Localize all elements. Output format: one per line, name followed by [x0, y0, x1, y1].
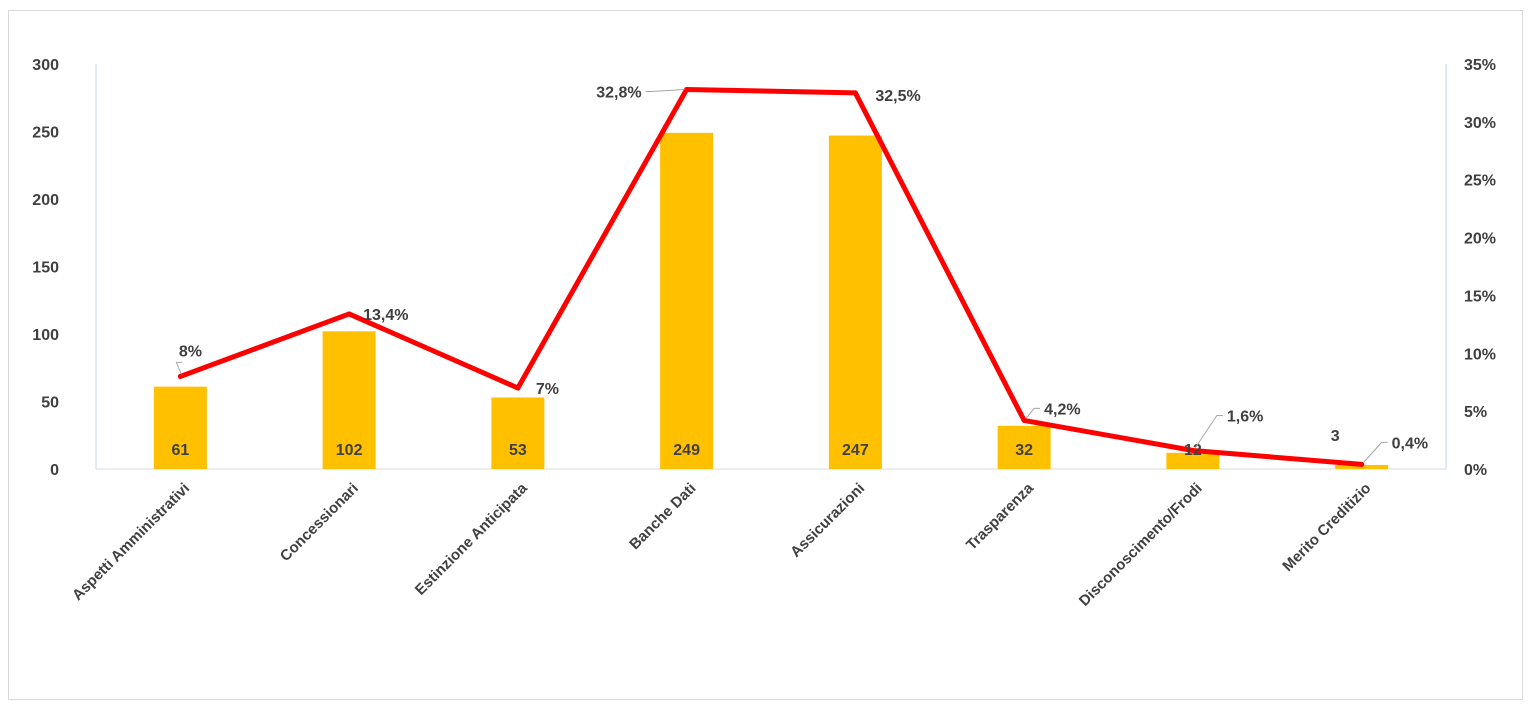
y-left-tick-label: 150	[32, 260, 59, 277]
line-percent-label: 0,4%	[1392, 435, 1428, 452]
line-percent-label: 4,2%	[1044, 401, 1080, 418]
line-percent-label: 7%	[536, 381, 559, 398]
y-left-tick-label: 0	[50, 462, 59, 479]
chart-frame: 0 50 100 150 200 250 300 0% 5% 10% 15% 20% 25% 30% 35%…	[8, 10, 1523, 700]
label-leader-line	[175, 361, 183, 375]
label-leader-line	[1194, 414, 1223, 449]
y-right-tick-label: 15%	[1464, 288, 1496, 305]
line-point	[515, 385, 521, 391]
bar	[1335, 464, 1389, 469]
line-path	[177, 86, 1365, 467]
bar-series	[153, 132, 1389, 470]
category-label: Aspetti Amministrativi	[69, 480, 193, 604]
category-label: Merito Creditizio	[1279, 480, 1374, 575]
label-leader-line	[1025, 407, 1041, 419]
bar-value-label: 12	[1184, 442, 1202, 459]
line-point	[346, 311, 352, 317]
label-leader-line	[1363, 441, 1388, 463]
y-left-tick-label: 250	[32, 125, 59, 142]
category-label: Assicurazioni	[787, 480, 868, 561]
bar-value-label: 249	[673, 442, 700, 459]
line-point	[684, 86, 690, 92]
bar-value-label: 61	[171, 442, 189, 459]
bar-value-label: 3	[1331, 428, 1340, 445]
category-label: Trasparenza	[963, 479, 1037, 553]
bar-value-label: 53	[509, 442, 527, 459]
bar-value-label: 102	[336, 442, 363, 459]
bar	[491, 397, 545, 469]
bar	[828, 135, 882, 470]
line-point	[852, 90, 858, 96]
line-series	[177, 86, 1365, 467]
bar	[1166, 452, 1220, 469]
y-right-tick-label: 35%	[1464, 57, 1496, 74]
y-left-tick-label: 200	[32, 192, 59, 209]
bar	[153, 386, 207, 469]
axes: 0 50 100 150 200 250 300 0% 5% 10% 15% 20% 25% 30% 35%…	[32, 57, 1496, 610]
y-right-tick-label: 25%	[1464, 173, 1496, 190]
y-left-tick-label: 50	[41, 395, 59, 412]
bar-value-label: 247	[842, 442, 869, 459]
y-right-tick-label: 5%	[1464, 404, 1487, 421]
bar	[322, 331, 376, 469]
y-right-tick-label: 20%	[1464, 231, 1496, 248]
label-leader-line	[645, 88, 685, 92]
combo-chart: 0 50 100 150 200 250 300 0% 5% 10% 15% 20% 25% 30% 35%…	[32, 57, 1496, 610]
bar	[660, 132, 714, 469]
y-right-tick-label: 10%	[1464, 346, 1496, 363]
y-right-tick-label: 0%	[1464, 462, 1487, 479]
category-label: Estinzione Anticipata	[412, 479, 531, 598]
line-percent-label: 32,8%	[596, 84, 641, 101]
y-left-tick-label: 100	[32, 327, 59, 344]
data-labels: 61 102 53 249 247 32 12 3 8% 13,4% 7% 32,8% 32,5% 4,2…	[171, 84, 1428, 463]
line-point	[1021, 417, 1027, 423]
category-label: Disconoscimento/Frodi	[1076, 480, 1206, 610]
line-point	[1359, 461, 1365, 467]
bar-value-label: 32	[1015, 442, 1033, 459]
line-point	[177, 373, 183, 379]
y-left-tick-label: 300	[32, 57, 59, 74]
category-label: Concessionari	[277, 480, 362, 565]
line-percent-label: 13,4%	[363, 307, 408, 324]
y-right-tick-label: 30%	[1464, 115, 1496, 132]
line-point	[1190, 447, 1196, 453]
bar	[997, 425, 1051, 469]
category-label: Banche Dati	[626, 480, 699, 553]
line-percent-label: 8%	[179, 343, 202, 360]
line-percent-label: 1,6%	[1227, 408, 1263, 425]
line-percent-label: 32,5%	[875, 88, 920, 105]
